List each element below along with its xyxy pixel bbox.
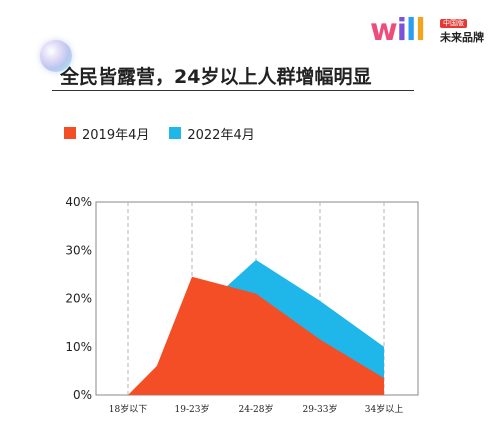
legend-swatch-2019 <box>64 127 76 139</box>
legend-item-2019: 2019年4月 <box>64 124 149 143</box>
legend-label-2019: 2019年4月 <box>82 127 150 143</box>
brand-name: 未来品牌 <box>440 31 484 44</box>
x-tick-label: 34岁以上 <box>365 403 403 415</box>
title-badge-orb <box>40 40 72 72</box>
x-tick-label: 19-23岁 <box>175 403 210 415</box>
page-title: 全民皆露营，24岁以上人群增幅明显 <box>60 66 372 88</box>
brand-wordmark: will <box>370 13 426 48</box>
legend-item-2022: 2022年4月 <box>169 124 255 143</box>
y-tick-label: 0% <box>73 388 92 402</box>
y-tick-label: 10% <box>65 340 92 354</box>
brand-tag: 中国版 <box>440 19 467 28</box>
y-tick-label: 20% <box>65 292 92 306</box>
title-divider <box>52 90 414 91</box>
x-tick-label: 18岁以下 <box>109 403 147 415</box>
chart-legend: 2019年4月 2022年4月 <box>64 124 275 143</box>
brand-logo: will 中国版 未来品牌 <box>370 16 490 52</box>
y-tick-label: 40% <box>65 195 92 209</box>
legend-swatch-2022 <box>169 127 182 139</box>
legend-label-2022: 2022年4月 <box>187 127 255 143</box>
area-series-2019 <box>128 276 384 395</box>
x-tick-label: 29-33岁 <box>303 403 338 415</box>
x-tick-label: 24-28岁 <box>239 403 274 415</box>
y-tick-label: 30% <box>65 243 92 257</box>
